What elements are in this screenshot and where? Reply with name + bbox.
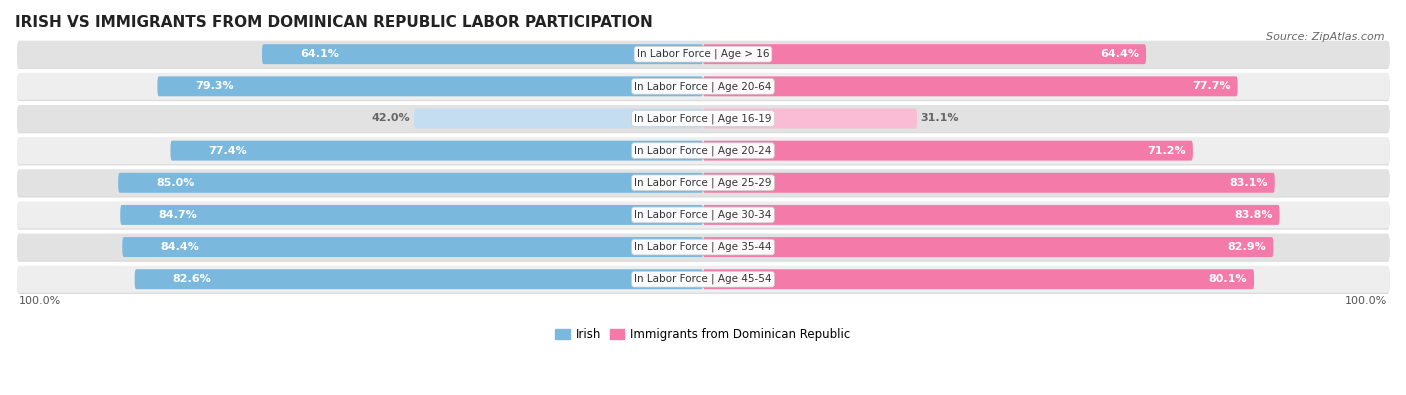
FancyBboxPatch shape bbox=[262, 44, 703, 64]
FancyBboxPatch shape bbox=[703, 173, 1275, 193]
FancyBboxPatch shape bbox=[17, 171, 1389, 198]
Text: In Labor Force | Age > 16: In Labor Force | Age > 16 bbox=[637, 49, 769, 59]
FancyBboxPatch shape bbox=[703, 237, 1274, 257]
FancyBboxPatch shape bbox=[703, 44, 1146, 64]
Text: IRISH VS IMMIGRANTS FROM DOMINICAN REPUBLIC LABOR PARTICIPATION: IRISH VS IMMIGRANTS FROM DOMINICAN REPUB… bbox=[15, 15, 652, 30]
Text: 80.1%: 80.1% bbox=[1209, 274, 1247, 284]
FancyBboxPatch shape bbox=[157, 76, 703, 96]
FancyBboxPatch shape bbox=[413, 109, 703, 128]
Text: In Labor Force | Age 35-44: In Labor Force | Age 35-44 bbox=[634, 242, 772, 252]
FancyBboxPatch shape bbox=[17, 201, 1389, 228]
FancyBboxPatch shape bbox=[703, 76, 1237, 96]
FancyBboxPatch shape bbox=[703, 141, 1192, 161]
FancyBboxPatch shape bbox=[703, 269, 1254, 289]
FancyBboxPatch shape bbox=[118, 173, 703, 193]
Text: 82.9%: 82.9% bbox=[1227, 242, 1267, 252]
Text: 82.6%: 82.6% bbox=[173, 274, 211, 284]
Text: 84.7%: 84.7% bbox=[157, 210, 197, 220]
Text: In Labor Force | Age 25-29: In Labor Force | Age 25-29 bbox=[634, 177, 772, 188]
Text: 79.3%: 79.3% bbox=[195, 81, 233, 91]
FancyBboxPatch shape bbox=[170, 141, 703, 161]
FancyBboxPatch shape bbox=[703, 109, 917, 128]
Text: 42.0%: 42.0% bbox=[373, 113, 411, 124]
Text: 64.1%: 64.1% bbox=[299, 49, 339, 59]
FancyBboxPatch shape bbox=[17, 42, 1389, 69]
FancyBboxPatch shape bbox=[17, 267, 1389, 294]
FancyBboxPatch shape bbox=[135, 269, 703, 289]
Text: 77.7%: 77.7% bbox=[1192, 81, 1230, 91]
Text: 83.8%: 83.8% bbox=[1234, 210, 1272, 220]
Text: 100.0%: 100.0% bbox=[1346, 296, 1388, 306]
Legend: Irish, Immigrants from Dominican Republic: Irish, Immigrants from Dominican Republi… bbox=[551, 324, 855, 346]
FancyBboxPatch shape bbox=[703, 205, 1279, 225]
Text: 100.0%: 100.0% bbox=[18, 296, 60, 306]
FancyBboxPatch shape bbox=[122, 237, 703, 257]
Text: In Labor Force | Age 45-54: In Labor Force | Age 45-54 bbox=[634, 274, 772, 284]
Text: 84.4%: 84.4% bbox=[160, 242, 200, 252]
FancyBboxPatch shape bbox=[17, 41, 1389, 68]
FancyBboxPatch shape bbox=[17, 266, 1389, 293]
FancyBboxPatch shape bbox=[17, 235, 1389, 262]
FancyBboxPatch shape bbox=[121, 205, 703, 225]
FancyBboxPatch shape bbox=[17, 74, 1389, 101]
FancyBboxPatch shape bbox=[17, 73, 1389, 100]
Text: Source: ZipAtlas.com: Source: ZipAtlas.com bbox=[1267, 32, 1385, 41]
Text: In Labor Force | Age 20-24: In Labor Force | Age 20-24 bbox=[634, 145, 772, 156]
Text: 83.1%: 83.1% bbox=[1229, 178, 1268, 188]
Text: 64.4%: 64.4% bbox=[1099, 49, 1139, 59]
FancyBboxPatch shape bbox=[17, 233, 1389, 261]
Text: 31.1%: 31.1% bbox=[921, 113, 959, 124]
FancyBboxPatch shape bbox=[17, 105, 1389, 132]
Text: In Labor Force | Age 30-34: In Labor Force | Age 30-34 bbox=[634, 210, 772, 220]
Text: 77.4%: 77.4% bbox=[208, 146, 247, 156]
Text: 71.2%: 71.2% bbox=[1147, 146, 1187, 156]
FancyBboxPatch shape bbox=[17, 137, 1389, 164]
FancyBboxPatch shape bbox=[17, 106, 1389, 133]
Text: 85.0%: 85.0% bbox=[156, 178, 194, 188]
Text: In Labor Force | Age 16-19: In Labor Force | Age 16-19 bbox=[634, 113, 772, 124]
Text: In Labor Force | Age 20-64: In Labor Force | Age 20-64 bbox=[634, 81, 772, 92]
FancyBboxPatch shape bbox=[17, 138, 1389, 166]
FancyBboxPatch shape bbox=[17, 169, 1389, 196]
FancyBboxPatch shape bbox=[17, 203, 1389, 230]
